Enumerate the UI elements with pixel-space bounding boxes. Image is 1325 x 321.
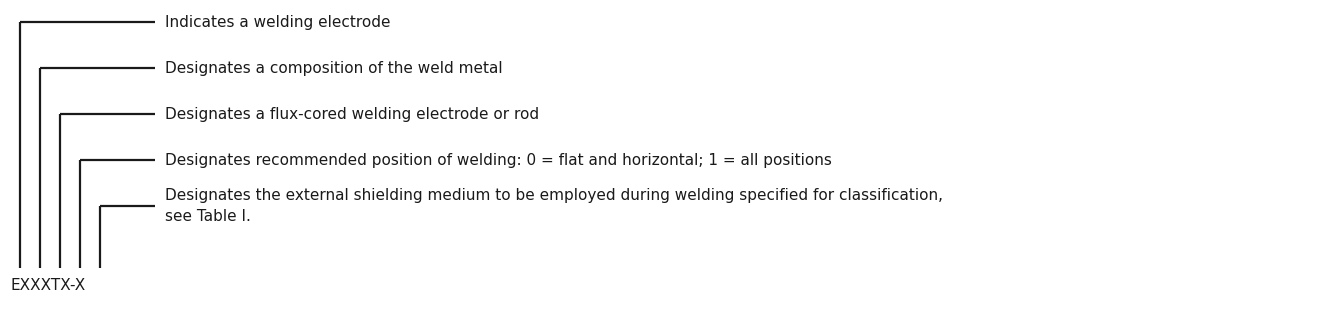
Text: EXXXTX-X: EXXXTX-X: [11, 277, 85, 292]
Text: Designates recommended position of welding: 0 = flat and horizontal; 1 = all pos: Designates recommended position of weldi…: [166, 152, 832, 168]
Text: Indicates a welding electrode: Indicates a welding electrode: [166, 14, 391, 30]
Text: Designates a composition of the weld metal: Designates a composition of the weld met…: [166, 60, 502, 75]
Text: Designates a flux-cored welding electrode or rod: Designates a flux-cored welding electrod…: [166, 107, 539, 122]
Text: Designates the external shielding medium to be employed during welding specified: Designates the external shielding medium…: [166, 188, 943, 224]
